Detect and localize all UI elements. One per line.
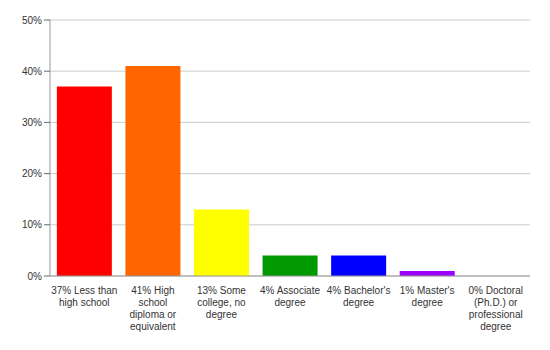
svg-text:13% Somecollege, nodegree: 13% Somecollege, nodegree [197, 285, 246, 320]
svg-text:0%: 0% [28, 271, 43, 282]
svg-text:30%: 30% [22, 117, 42, 128]
svg-text:4% Bachelor'sdegree: 4% Bachelor'sdegree [327, 285, 391, 308]
svg-text:10%: 10% [22, 219, 42, 230]
svg-text:37% Less thanhigh school: 37% Less thanhigh school [51, 285, 117, 308]
svg-text:50%: 50% [22, 15, 42, 26]
svg-text:41% Highschooldiploma orequiva: 41% Highschooldiploma orequivalent [130, 285, 177, 332]
svg-text:4% Associatedegree: 4% Associatedegree [260, 285, 320, 308]
svg-text:1% Master'sdegree: 1% Master'sdegree [400, 285, 455, 308]
svg-text:0% Doctoral(Ph.D.) orprofessio: 0% Doctoral(Ph.D.) orprofessionaldegree [468, 285, 522, 332]
svg-text:40%: 40% [22, 66, 42, 77]
svg-text:20%: 20% [22, 168, 42, 179]
